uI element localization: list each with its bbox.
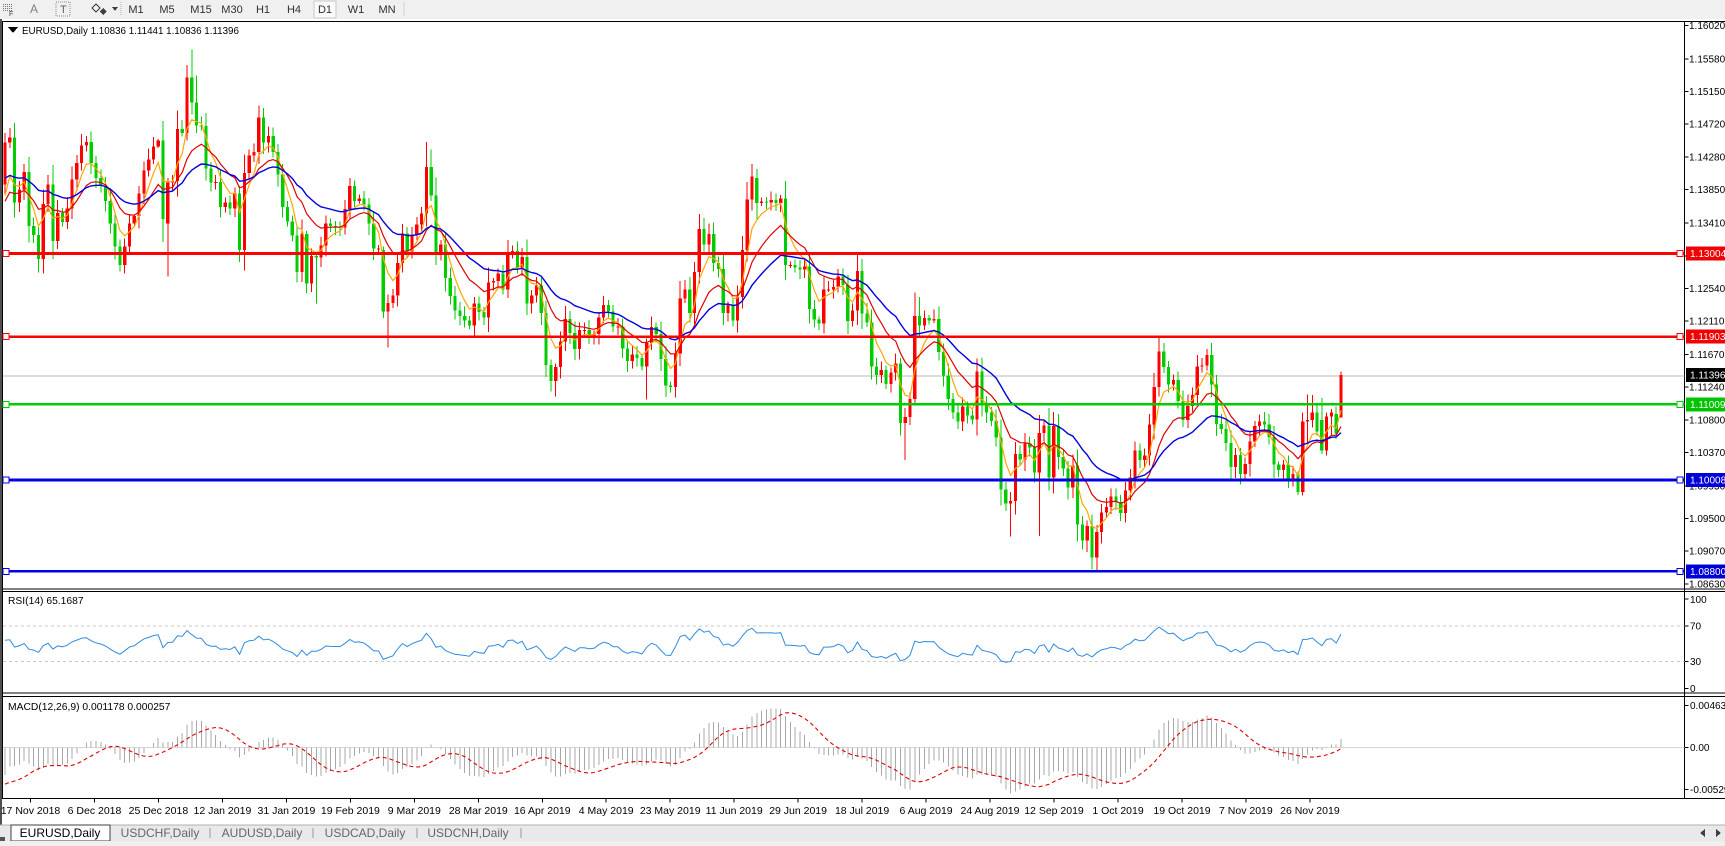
svg-text:23 May 2019: 23 May 2019 bbox=[640, 805, 701, 817]
svg-text:19 Feb 2019: 19 Feb 2019 bbox=[321, 805, 380, 817]
svg-text:MACD(12,26,9) 0.001178 0.00025: MACD(12,26,9) 0.001178 0.000257 bbox=[8, 702, 171, 713]
svg-text:0.00: 0.00 bbox=[1690, 743, 1710, 754]
svg-text:EURUSD,Daily 1.10836 1.11441: EURUSD,Daily 1.10836 1.11441 1.10836 1.1… bbox=[22, 26, 240, 37]
svg-text:USDCHF,Daily: USDCHF,Daily bbox=[121, 826, 200, 840]
svg-text:1.16020: 1.16020 bbox=[1689, 21, 1725, 32]
svg-text:1.13850: 1.13850 bbox=[1689, 185, 1725, 196]
svg-text:7 Nov 2019: 7 Nov 2019 bbox=[1219, 805, 1273, 817]
svg-text:USDCNH,Daily: USDCNH,Daily bbox=[427, 826, 508, 840]
svg-text:AUDUSD,Daily: AUDUSD,Daily bbox=[222, 826, 303, 840]
svg-text:RSI(14) 65.1687: RSI(14) 65.1687 bbox=[8, 596, 84, 607]
svg-text:F: F bbox=[9, 11, 13, 18]
svg-text:70: 70 bbox=[1690, 621, 1702, 632]
svg-text:USDCAD,Daily: USDCAD,Daily bbox=[325, 826, 406, 840]
svg-text:1.09500: 1.09500 bbox=[1689, 514, 1725, 525]
svg-text:1.08800: 1.08800 bbox=[1690, 567, 1725, 578]
svg-text:100: 100 bbox=[1690, 595, 1707, 606]
svg-text:1.14720: 1.14720 bbox=[1689, 119, 1725, 130]
svg-text:MN: MN bbox=[378, 4, 395, 16]
svg-text:30: 30 bbox=[1690, 657, 1702, 668]
svg-text:1.15150: 1.15150 bbox=[1689, 87, 1725, 98]
svg-text:EURUSD,Daily: EURUSD,Daily bbox=[20, 826, 101, 840]
svg-text:9 Mar 2019: 9 Mar 2019 bbox=[388, 805, 441, 817]
svg-text:4 May 2019: 4 May 2019 bbox=[579, 805, 634, 817]
svg-text:25 Dec 2018: 25 Dec 2018 bbox=[129, 805, 189, 817]
svg-text:19 Oct 2019: 19 Oct 2019 bbox=[1153, 805, 1210, 817]
svg-text:1 Oct 2019: 1 Oct 2019 bbox=[1092, 805, 1144, 817]
svg-text:1.11240: 1.11240 bbox=[1689, 382, 1725, 393]
svg-text:1.10008: 1.10008 bbox=[1690, 476, 1725, 487]
svg-text:1.13410: 1.13410 bbox=[1689, 218, 1725, 229]
svg-text:1.13004: 1.13004 bbox=[1690, 249, 1725, 260]
svg-text:11 Jun 2019: 11 Jun 2019 bbox=[706, 805, 763, 817]
svg-text:1.11670: 1.11670 bbox=[1689, 350, 1725, 361]
svg-text:0.00463: 0.00463 bbox=[1690, 701, 1725, 712]
svg-text:6 Aug 2019: 6 Aug 2019 bbox=[900, 805, 953, 817]
svg-text:M5: M5 bbox=[159, 4, 174, 16]
svg-text:6 Dec 2018: 6 Dec 2018 bbox=[68, 805, 122, 817]
svg-text:1.11009: 1.11009 bbox=[1690, 400, 1725, 411]
svg-text:W1: W1 bbox=[348, 4, 365, 16]
svg-text:1.11903: 1.11903 bbox=[1690, 332, 1725, 343]
svg-text:16 Apr 2019: 16 Apr 2019 bbox=[514, 805, 571, 817]
svg-text:29 Jun 2019: 29 Jun 2019 bbox=[769, 805, 827, 817]
svg-text:M15: M15 bbox=[190, 4, 211, 16]
svg-text:1.12110: 1.12110 bbox=[1689, 317, 1725, 328]
svg-text:H4: H4 bbox=[287, 4, 301, 16]
svg-text:1.10800: 1.10800 bbox=[1689, 416, 1725, 427]
svg-text:31 Jan 2019: 31 Jan 2019 bbox=[257, 805, 315, 817]
svg-text:1.09070: 1.09070 bbox=[1689, 546, 1725, 557]
svg-text:1.14280: 1.14280 bbox=[1689, 153, 1725, 164]
svg-text:1.12540: 1.12540 bbox=[1689, 284, 1725, 295]
svg-text:T: T bbox=[60, 4, 67, 16]
svg-text:26 Nov 2019: 26 Nov 2019 bbox=[1280, 805, 1340, 817]
svg-text:H1: H1 bbox=[256, 4, 270, 16]
svg-text:M1: M1 bbox=[128, 4, 143, 16]
svg-text:28 Mar 2019: 28 Mar 2019 bbox=[449, 805, 508, 817]
svg-text:0: 0 bbox=[1690, 684, 1696, 695]
svg-text:17 Nov 2018: 17 Nov 2018 bbox=[1, 805, 61, 817]
svg-text:M30: M30 bbox=[221, 4, 242, 16]
svg-text:24 Aug 2019: 24 Aug 2019 bbox=[961, 805, 1020, 817]
svg-text:-0.00529: -0.00529 bbox=[1690, 785, 1725, 796]
svg-text:1.11396: 1.11396 bbox=[1690, 371, 1725, 382]
svg-text:12 Jan 2019: 12 Jan 2019 bbox=[193, 805, 251, 817]
svg-text:12 Sep 2019: 12 Sep 2019 bbox=[1024, 805, 1084, 817]
svg-text:1.15580: 1.15580 bbox=[1689, 54, 1725, 65]
svg-text:18 Jul 2019: 18 Jul 2019 bbox=[835, 805, 889, 817]
svg-text:1.08630: 1.08630 bbox=[1689, 580, 1725, 591]
svg-text:A: A bbox=[30, 2, 38, 16]
svg-text:1.10370: 1.10370 bbox=[1689, 448, 1725, 459]
svg-text:D1: D1 bbox=[318, 4, 332, 16]
